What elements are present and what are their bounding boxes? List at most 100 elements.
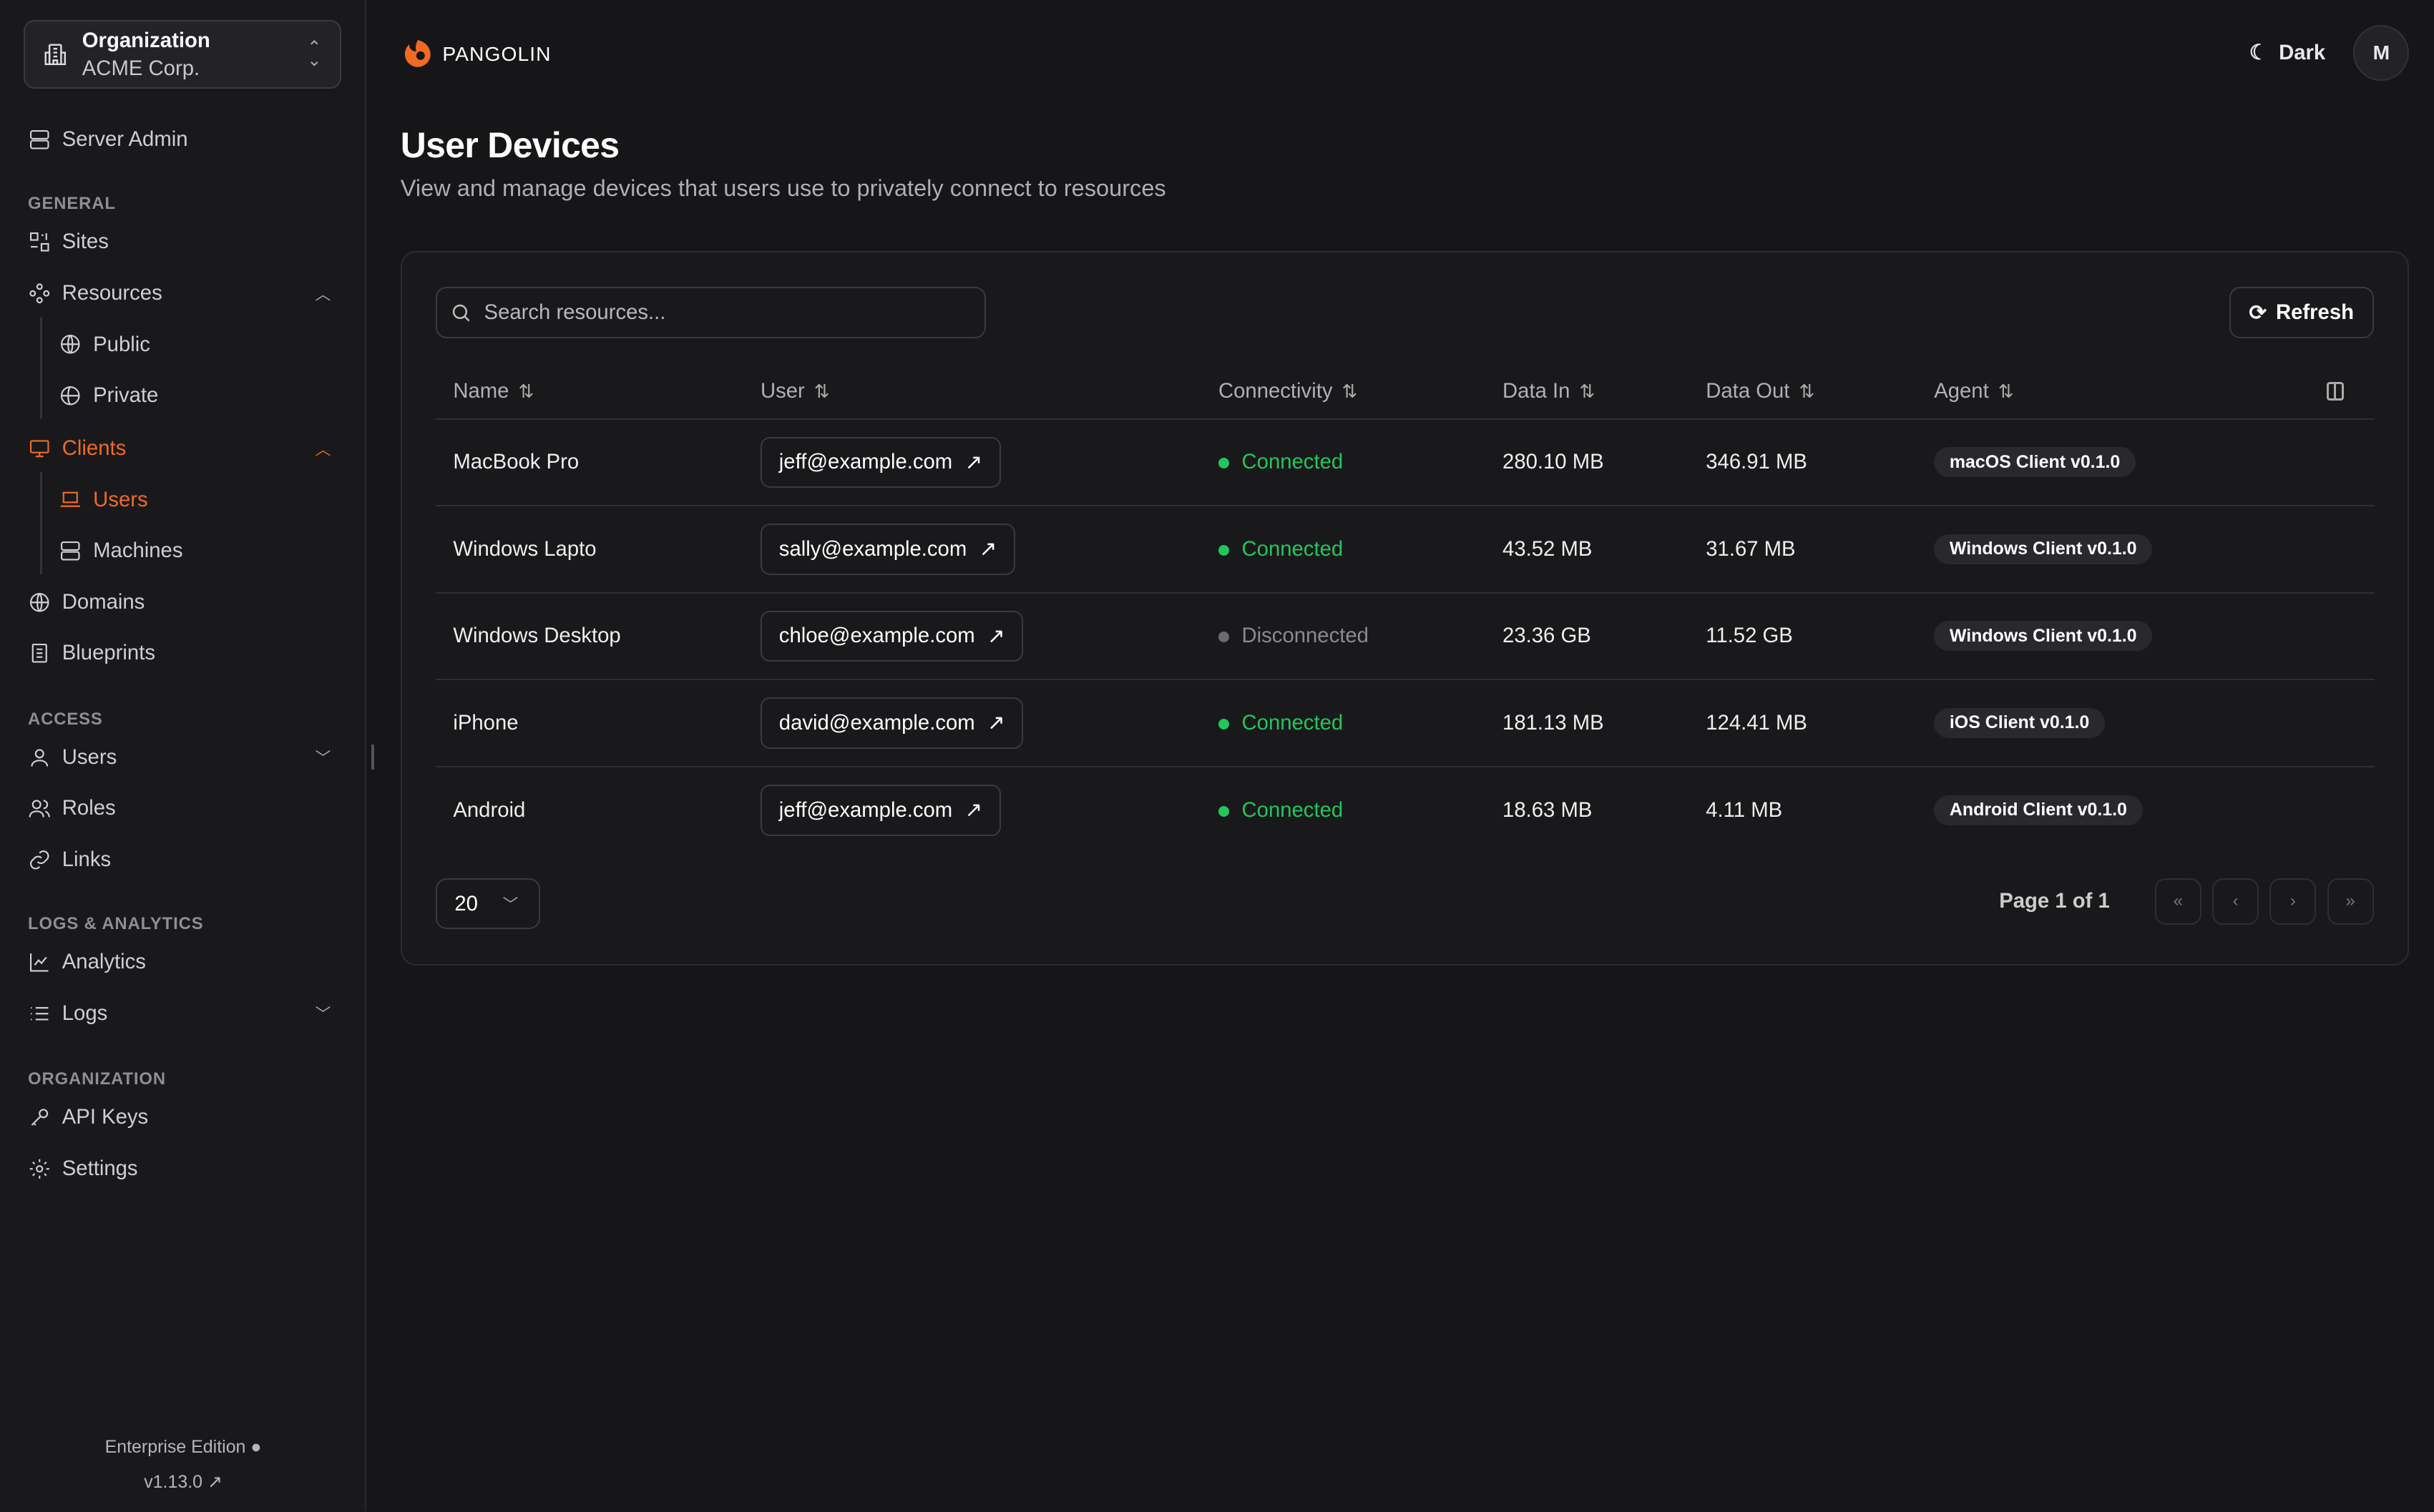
sidebar-item-private[interactable]: Private <box>59 377 337 414</box>
column-header[interactable]: Data In ⇅ <box>1485 364 1689 420</box>
column-label: Data Out <box>1706 379 1790 403</box>
main: PANGOLIN ☾ Dark M User Devices View and m… <box>366 0 2434 1511</box>
sort-icon: ⇅ <box>1998 381 2014 403</box>
data-out: 31.67 MB <box>1688 506 1917 594</box>
agent-badge: Windows Client v0.1.0 <box>1934 534 2153 564</box>
columns-icon[interactable] <box>2327 382 2345 401</box>
label: Public <box>93 332 150 356</box>
prev-page-button[interactable]: ‹ <box>2212 878 2259 925</box>
column-header[interactable]: Name ⇅ <box>436 364 744 420</box>
globe-lock-icon <box>61 386 80 406</box>
column-toggle[interactable] <box>2305 364 2375 420</box>
first-page-button[interactable]: « <box>2154 878 2201 925</box>
page-title: User Devices <box>400 124 620 165</box>
page-size-select[interactable]: 20 ﹀ <box>436 878 540 930</box>
user-link[interactable]: david@example.com ↗ <box>760 697 1024 749</box>
sidebar-item-users[interactable]: Users <box>59 481 337 519</box>
sort-icon: ⇅ <box>518 381 534 403</box>
next-page-button[interactable]: › <box>2269 878 2317 925</box>
sidebar-item-roles[interactable]: Roles <box>28 790 337 827</box>
table-row[interactable]: Windows Desktop chloe@example.com ↗ Disco… <box>436 592 2375 681</box>
table-row[interactable]: Windows Lapto sally@example.com ↗ Connect… <box>436 506 2375 594</box>
sidebar-item-sites[interactable]: Sites <box>28 223 337 260</box>
user-email: chloe@example.com <box>778 624 975 648</box>
column-header[interactable]: Connectivity ⇅ <box>1201 364 1486 420</box>
sidebar-item-clients[interactable]: Clients ︿ <box>28 430 337 467</box>
column-header[interactable]: Agent ⇅ <box>1917 364 2305 420</box>
column-header[interactable]: User ⇅ <box>743 364 1202 420</box>
table-row[interactable]: iPhone david@example.com ↗ Connected 181.… <box>436 679 2375 767</box>
refresh-button[interactable]: ⟳ Refresh <box>2229 287 2374 338</box>
moon-icon: ☾ <box>2249 41 2268 65</box>
sort-icon: ⇅ <box>1799 381 1815 403</box>
divider <box>40 471 42 574</box>
data-in: 280.10 MB <box>1485 418 1689 507</box>
sidebar-item-links[interactable]: Links <box>28 841 337 878</box>
device-name: Windows Desktop <box>436 592 744 681</box>
sidebar-item-analytics[interactable]: Analytics <box>28 943 337 981</box>
user-email: jeff@example.com <box>778 450 953 474</box>
sort-icon: ⇅ <box>1341 381 1358 403</box>
column-label: User <box>760 379 805 403</box>
table-row[interactable]: MacBook Pro jeff@example.com ↗ Connected … <box>436 418 2375 507</box>
sidebar-item-domains[interactable]: Domains <box>28 584 337 621</box>
sidebar-item-logs[interactable]: Logs ﹀ <box>28 995 337 1032</box>
sidebar-item-settings[interactable]: Settings <box>28 1150 337 1187</box>
label: Links <box>62 848 112 871</box>
org-switcher[interactable]: Organization ACME Corp. ⌃ ⌄ <box>23 20 342 89</box>
sidebar-item-blueprints[interactable]: Blueprints <box>28 634 337 672</box>
sidebar-item-public[interactable]: Public <box>59 326 337 363</box>
status-text: Connected <box>1241 450 1344 474</box>
sidebar-resize-handle[interactable] <box>371 745 374 770</box>
laptop-icon <box>61 492 81 508</box>
section-general: GENERAL <box>28 194 116 214</box>
device-name: iPhone <box>436 679 744 767</box>
refresh-label: Refresh <box>2275 300 2355 324</box>
theme-toggle[interactable]: ☾ Dark <box>2249 40 2326 65</box>
user-link[interactable]: jeff@example.com ↗ <box>760 785 1001 836</box>
sidebar-item-api-keys[interactable]: API Keys <box>28 1099 337 1136</box>
globe-icon <box>61 335 80 354</box>
version-link[interactable]: v1.13.0 ↗ <box>0 1471 366 1493</box>
last-page-button[interactable]: » <box>2327 878 2374 925</box>
globe-icon <box>30 592 49 612</box>
sidebar-item-machines[interactable]: Machines <box>59 532 337 569</box>
user-link[interactable]: jeff@example.com ↗ <box>760 436 1001 489</box>
table-row[interactable]: Android jeff@example.com ↗ Connected 18.6… <box>436 767 2375 854</box>
user-link[interactable]: sally@example.com ↗ <box>760 524 1015 575</box>
section-logs: LOGS & ANALYTICS <box>28 913 204 933</box>
theme-label: Dark <box>2279 40 2326 64</box>
status-text: Connected <box>1241 797 1344 822</box>
status-dot <box>1218 632 1230 643</box>
resources-icon <box>29 283 50 304</box>
search-field[interactable] <box>436 287 986 338</box>
column-header[interactable]: Data Out ⇅ <box>1688 364 1917 420</box>
label: Roles <box>62 796 116 820</box>
edition-link[interactable]: Enterprise Edition ● <box>0 1437 366 1458</box>
label: Private <box>93 383 159 408</box>
sidebar-item-server-admin[interactable]: Server Admin <box>28 121 337 158</box>
label: Blueprints <box>62 641 155 665</box>
status-text: Connected <box>1241 536 1344 561</box>
users-icon <box>29 800 50 818</box>
user-link[interactable]: chloe@example.com ↗ <box>760 610 1024 662</box>
version-text: v1.13.0 <box>144 1471 202 1492</box>
brand-name: PANGOLIN <box>442 42 552 66</box>
label: Sites <box>62 230 109 254</box>
brand-logo[interactable]: PANGOLIN <box>401 37 552 72</box>
key-icon <box>31 1109 49 1126</box>
status-text: Disconnected <box>1241 624 1369 648</box>
chart-line-icon <box>30 953 49 972</box>
search-input[interactable] <box>484 300 950 325</box>
label: Server Admin <box>62 127 188 152</box>
user-email: sally@example.com <box>778 536 967 561</box>
device-name: Android <box>453 797 526 822</box>
org-label: Organization <box>82 28 210 52</box>
file-icon <box>31 644 47 663</box>
sidebar-item-resources[interactable]: Resources ︿ <box>28 275 337 312</box>
link-icon <box>30 850 49 870</box>
status-dot <box>1218 718 1230 730</box>
avatar[interactable]: M <box>2353 24 2410 81</box>
data-out: 124.41 MB <box>1688 679 1917 767</box>
sidebar-item-access-users[interactable]: Users ﹀ <box>28 739 337 776</box>
